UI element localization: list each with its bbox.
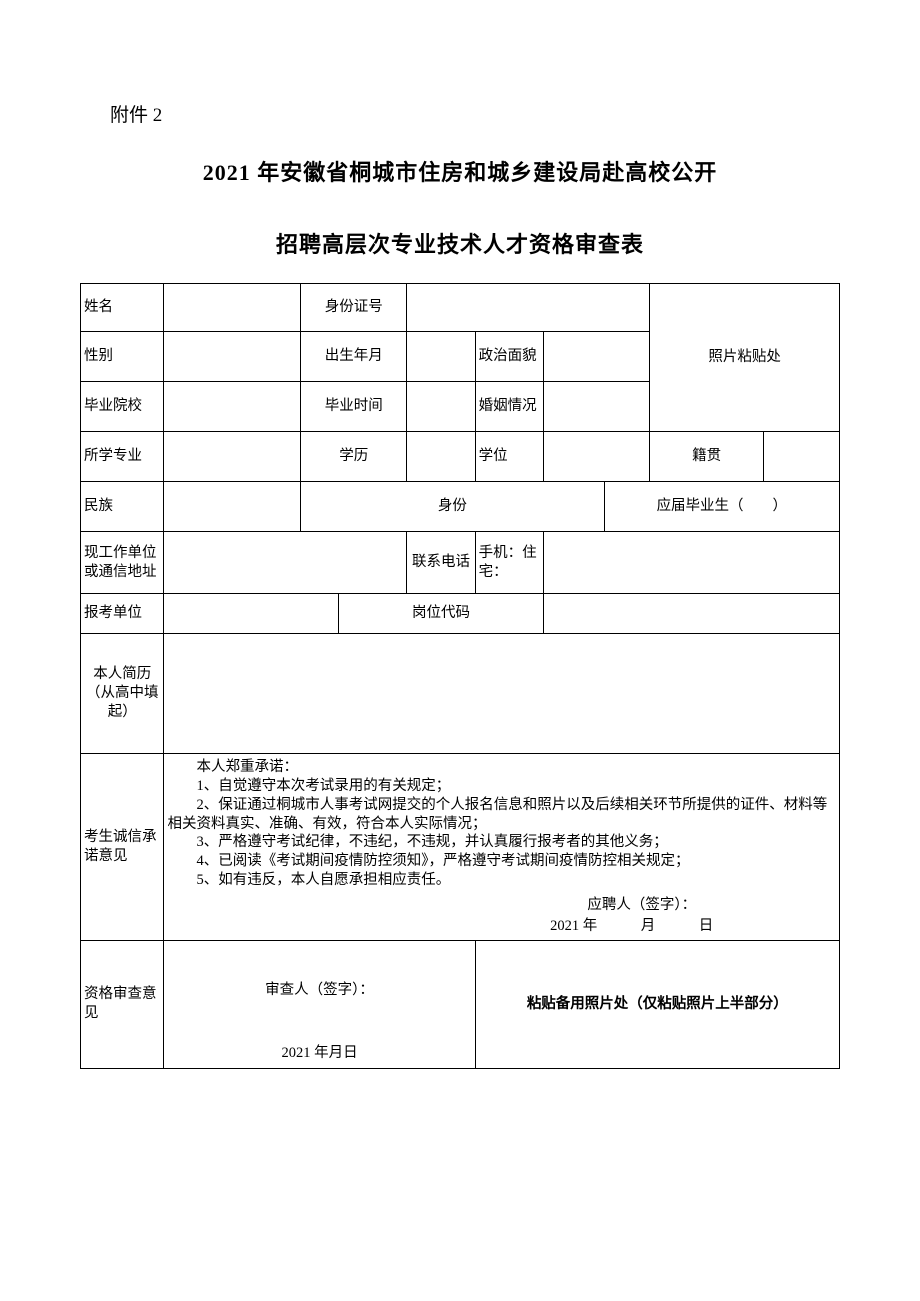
pledge-content: 本人郑重承诺： 1、自觉遵守本次考试录用的有关规定； 2、保证通过桐城市人事考试… xyxy=(164,754,840,941)
field-education[interactable] xyxy=(407,432,475,482)
label-gender: 性别 xyxy=(81,332,164,382)
field-id-no[interactable] xyxy=(407,284,650,332)
label-ethnicity: 民族 xyxy=(81,482,164,532)
label-post-code: 岗位代码 xyxy=(339,594,544,634)
backup-photo-area: 粘贴备用照片处（仅粘贴照片上半部分） xyxy=(475,940,839,1068)
photo-placeholder: 照片粘贴处 xyxy=(650,284,840,432)
label-workplace: 现工作单位或通信地址 xyxy=(81,532,164,594)
field-dob[interactable] xyxy=(407,332,475,382)
pledge-item-1: 1、自觉遵守本次考试录用的有关规定； xyxy=(167,777,836,796)
label-marital: 婚姻情况 xyxy=(475,382,543,432)
application-form-table: 姓名 身份证号 照片粘贴处 性别 出生年月 政治面貌 毕业院校 毕业时间 婚姻情… xyxy=(80,283,840,1069)
label-native-place: 籍贯 xyxy=(650,432,764,482)
label-audit: 资格审查意见 xyxy=(81,940,164,1068)
field-name[interactable] xyxy=(164,284,301,332)
pledge-item-3: 3、严格遵守考试纪律，不违纪，不违规，并认真履行报考者的其他义务； xyxy=(167,833,836,852)
pledge-item-2: 2、保证通过桐城市人事考试网提交的个人报名信息和照片以及后续相关环节所提供的证件… xyxy=(167,796,836,834)
label-school: 毕业院校 xyxy=(81,382,164,432)
label-education: 学历 xyxy=(301,432,407,482)
pledge-intro: 本人郑重承诺： xyxy=(167,758,836,777)
page-title: 2021 年安徽省桐城市住房和城乡建设局赴高校公开 xyxy=(80,155,840,187)
label-political: 政治面貌 xyxy=(475,332,543,382)
label-major: 所学专业 xyxy=(81,432,164,482)
label-grad-time: 毕业时间 xyxy=(301,382,407,432)
attachment-label: 附件 2 xyxy=(110,100,840,127)
label-degree: 学位 xyxy=(475,432,543,482)
label-contact: 联系电话 xyxy=(407,532,475,594)
label-pledge: 考生诚信承诺意见 xyxy=(81,754,164,941)
field-native-place[interactable] xyxy=(764,432,840,482)
label-name: 姓名 xyxy=(81,284,164,332)
field-contact[interactable] xyxy=(543,532,839,594)
auditor-sign: 审查人（签字）： xyxy=(164,940,475,1040)
label-identity: 身份 xyxy=(301,482,605,532)
page-subtitle: 招聘高层次专业技术人才资格审查表 xyxy=(80,227,840,259)
field-marital[interactable] xyxy=(543,382,649,432)
pledge-item-5: 5、如有违反，本人自愿承担相应责任。 xyxy=(167,871,836,890)
field-workplace[interactable] xyxy=(164,532,407,594)
label-resume: 本人简历（从高中填起） xyxy=(81,634,164,754)
field-apply-unit[interactable] xyxy=(164,594,339,634)
label-id-no: 身份证号 xyxy=(301,284,407,332)
field-political[interactable] xyxy=(543,332,649,382)
field-post-code[interactable] xyxy=(543,594,839,634)
field-major[interactable] xyxy=(164,432,301,482)
field-school[interactable] xyxy=(164,382,301,432)
label-dob: 出生年月 xyxy=(301,332,407,382)
pledge-date: 2021 年 月 日 xyxy=(167,917,836,936)
field-resume[interactable] xyxy=(164,634,840,754)
field-ethnicity[interactable] xyxy=(164,482,301,532)
audit-date: 2021 年月日 xyxy=(164,1040,475,1068)
field-gender[interactable] xyxy=(164,332,301,382)
pledge-signer: 应聘人（签字）： xyxy=(167,896,836,915)
pledge-item-4: 4、已阅读《考试期间疫情防控须知》，严格遵守考试期间疫情防控相关规定； xyxy=(167,852,836,871)
field-grad-time[interactable] xyxy=(407,382,475,432)
field-degree[interactable] xyxy=(543,432,649,482)
label-phone-home: 手机：住宅： xyxy=(475,532,543,594)
label-apply-unit: 报考单位 xyxy=(81,594,164,634)
field-fresh-grad[interactable]: 应届毕业生（ ） xyxy=(604,482,839,532)
